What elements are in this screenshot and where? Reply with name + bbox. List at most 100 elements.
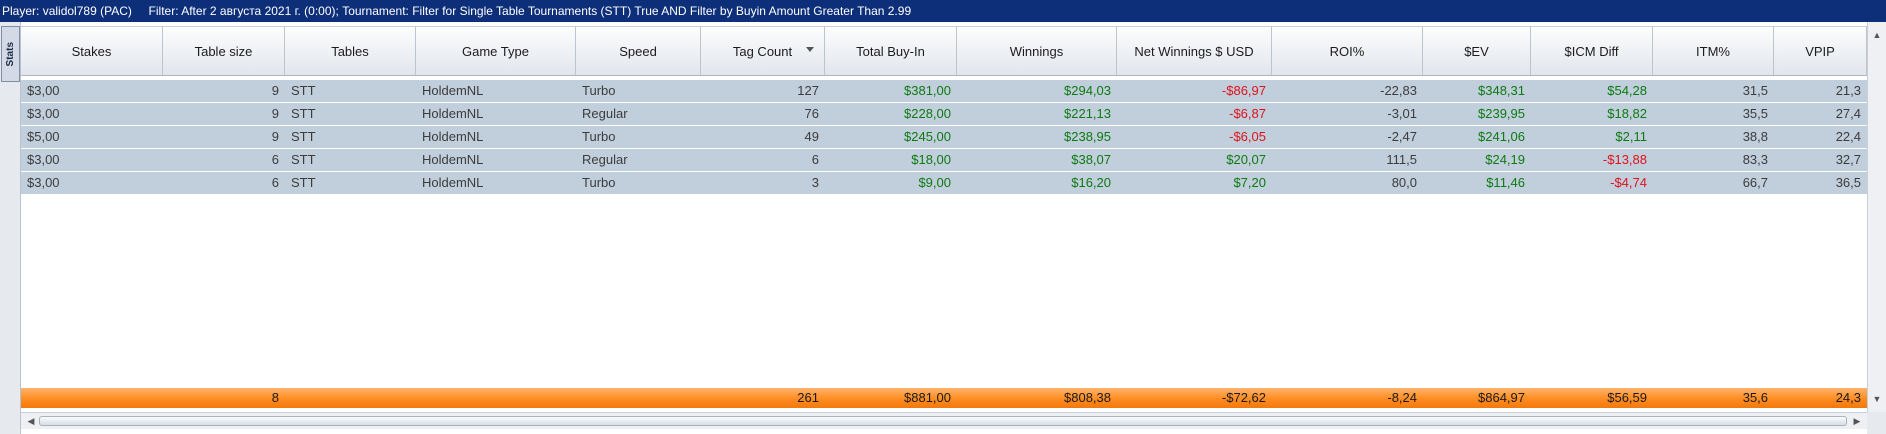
- cell-table-size: 6: [271, 175, 279, 190]
- cell-vpip: 32,7: [1835, 152, 1861, 167]
- cell-table-size: 9: [271, 83, 279, 98]
- column-header-label: Net Winnings $ USD: [1134, 43, 1254, 59]
- table-row[interactable]: $3,00 9 STT HoldemNL Regular 76 $228,00 $221,13…: [21, 103, 1867, 126]
- column-header-speed[interactable]: Speed: [576, 27, 701, 75]
- total-table-size: 8: [271, 390, 279, 405]
- cell-tables: STT: [291, 83, 316, 98]
- cell-ev: $24,19: [1485, 152, 1525, 167]
- sort-descending-icon: [806, 47, 814, 52]
- cell-speed: Turbo: [582, 83, 616, 98]
- column-header-tables[interactable]: Tables: [285, 27, 416, 75]
- cell-stakes: $5,00: [27, 129, 60, 144]
- stats-tab[interactable]: Stats: [1, 26, 20, 82]
- column-header-roi[interactable]: ROI%: [1272, 27, 1423, 75]
- cell-icm-diff: $2,11: [1615, 129, 1647, 144]
- cell-roi: 80,0: [1391, 175, 1417, 190]
- horizontal-scroll-thumb[interactable]: [39, 416, 1847, 426]
- arrow-down-icon[interactable]: ▼: [1872, 394, 1882, 404]
- cell-icm-diff: -$4,74: [1610, 175, 1647, 190]
- column-header-label: Tag Count: [732, 43, 793, 59]
- cell-roi: -2,47: [1387, 129, 1417, 144]
- cell-roi: -3,01: [1387, 106, 1417, 121]
- column-header-label: Winnings: [1009, 43, 1064, 59]
- column-header-winnings[interactable]: Winnings: [957, 27, 1117, 75]
- cell-roi: 111,5: [1386, 152, 1417, 167]
- table-row[interactable]: $3,00 9 STT HoldemNL Turbo 127 $381,00 $294,03 -…: [21, 80, 1867, 103]
- cell-ev: $11,46: [1486, 175, 1525, 190]
- cell-icm-diff: $54,28: [1607, 83, 1647, 98]
- table-row[interactable]: $3,00 6 STT HoldemNL Turbo 3 $9,00 $16,20 $7,20 8…: [21, 172, 1867, 195]
- column-header-label: Tables: [331, 43, 369, 59]
- cell-icm-diff: -$13,88: [1602, 152, 1647, 167]
- cell-itm: 35,5: [1742, 106, 1768, 121]
- cell-table-size: 9: [271, 106, 279, 121]
- cell-speed: Turbo: [582, 129, 616, 144]
- cell-tag-count: 6: [811, 152, 819, 167]
- cell-game-type: HoldemNL: [422, 152, 484, 167]
- cell-ev: $241,06: [1478, 129, 1525, 144]
- cell-game-type: HoldemNL: [422, 129, 484, 144]
- filter-label: Filter:: [148, 4, 179, 18]
- cell-game-type: HoldemNL: [422, 175, 484, 190]
- column-header-label: Total Buy-In: [856, 43, 925, 59]
- column-header-label: ROI%: [1329, 43, 1365, 59]
- column-header-net-winnings[interactable]: Net Winnings $ USD: [1117, 27, 1272, 75]
- column-header-total-buy-in[interactable]: Total Buy-In: [825, 27, 957, 75]
- cell-total-buy-in: $18,00: [911, 152, 951, 167]
- cell-game-type: HoldemNL: [422, 83, 484, 98]
- cell-speed: Turbo: [582, 175, 616, 190]
- cell-ev: $348,31: [1478, 83, 1525, 98]
- cell-stakes: $3,00: [27, 175, 60, 190]
- cell-roi: -22,83: [1380, 83, 1417, 98]
- arrow-up-icon[interactable]: ▲: [1872, 30, 1882, 40]
- total-vpip: 24,3: [1835, 390, 1861, 405]
- column-header-stakes[interactable]: Stakes: [21, 27, 163, 75]
- cell-stakes: $3,00: [27, 83, 60, 98]
- cell-tag-count: 3: [811, 175, 819, 190]
- column-header-ev[interactable]: $EV: [1423, 27, 1531, 75]
- cell-winnings: $221,13: [1064, 106, 1111, 121]
- cell-winnings: $294,03: [1064, 83, 1111, 98]
- grid-body: $3,00 9 STT HoldemNL Turbo 127 $381,00 $294,03 -…: [21, 80, 1867, 195]
- column-header-label: ITM%: [1696, 43, 1730, 59]
- stats-tab-label: Stats: [5, 41, 16, 67]
- column-header-table-size[interactable]: Table size: [163, 27, 285, 75]
- cell-winnings: $38,07: [1071, 152, 1111, 167]
- arrow-right-icon[interactable]: ▶: [1853, 415, 1861, 426]
- cell-icm-diff: $18,82: [1607, 106, 1647, 121]
- cell-vpip: 21,3: [1835, 83, 1861, 98]
- scroll-corner: [1867, 412, 1886, 434]
- total-ev: $864,97: [1478, 390, 1525, 405]
- cell-total-buy-in: $9,00: [918, 175, 951, 190]
- column-header-itm[interactable]: ITM%: [1653, 27, 1774, 75]
- cell-vpip: 36,5: [1835, 175, 1861, 190]
- column-header-icm-diff[interactable]: $ICM Diff: [1531, 27, 1653, 75]
- table-row[interactable]: $3,00 6 STT HoldemNL Regular 6 $18,00 $38,07 $20…: [21, 149, 1867, 172]
- cell-tables: STT: [291, 152, 316, 167]
- column-header-label: $EV: [1464, 43, 1489, 59]
- total-tables: [285, 388, 416, 408]
- column-header-game-type[interactable]: Game Type: [416, 27, 576, 75]
- cell-net-winnings: $7,20: [1233, 175, 1266, 190]
- filter-bar: Player: validol789 (PAC) Filter: After 2…: [0, 0, 1886, 22]
- total-speed: [576, 388, 701, 408]
- player-value: validol789 (PAC): [42, 4, 132, 18]
- totals-row: 8 261 $881,00 $808,38 -$72,62 -8,24 $864,97 $56…: [21, 388, 1867, 408]
- cell-tables: STT: [291, 106, 316, 121]
- cell-tag-count: 127: [797, 83, 819, 98]
- column-header-tag-count[interactable]: Tag Count: [701, 27, 825, 75]
- total-net-winnings: -$72,62: [1221, 390, 1266, 405]
- vertical-scrollbar[interactable]: ▲ ▼: [1867, 22, 1886, 412]
- cell-stakes: $3,00: [27, 106, 60, 121]
- column-header-vpip[interactable]: VPIP: [1774, 27, 1867, 75]
- arrow-left-icon[interactable]: ◀: [27, 415, 35, 426]
- cell-ev: $239,95: [1478, 106, 1525, 121]
- cell-net-winnings: -$6,87: [1229, 106, 1266, 121]
- cell-winnings: $16,20: [1071, 175, 1111, 190]
- cell-total-buy-in: $245,00: [904, 129, 951, 144]
- total-game-type: [416, 388, 576, 408]
- horizontal-scrollbar[interactable]: ◀ ▶: [21, 412, 1867, 429]
- column-header-label: VPIP: [1805, 43, 1835, 59]
- cell-itm: 83,3: [1742, 152, 1768, 167]
- table-row[interactable]: $5,00 9 STT HoldemNL Turbo 49 $245,00 $238,95 -$…: [21, 126, 1867, 149]
